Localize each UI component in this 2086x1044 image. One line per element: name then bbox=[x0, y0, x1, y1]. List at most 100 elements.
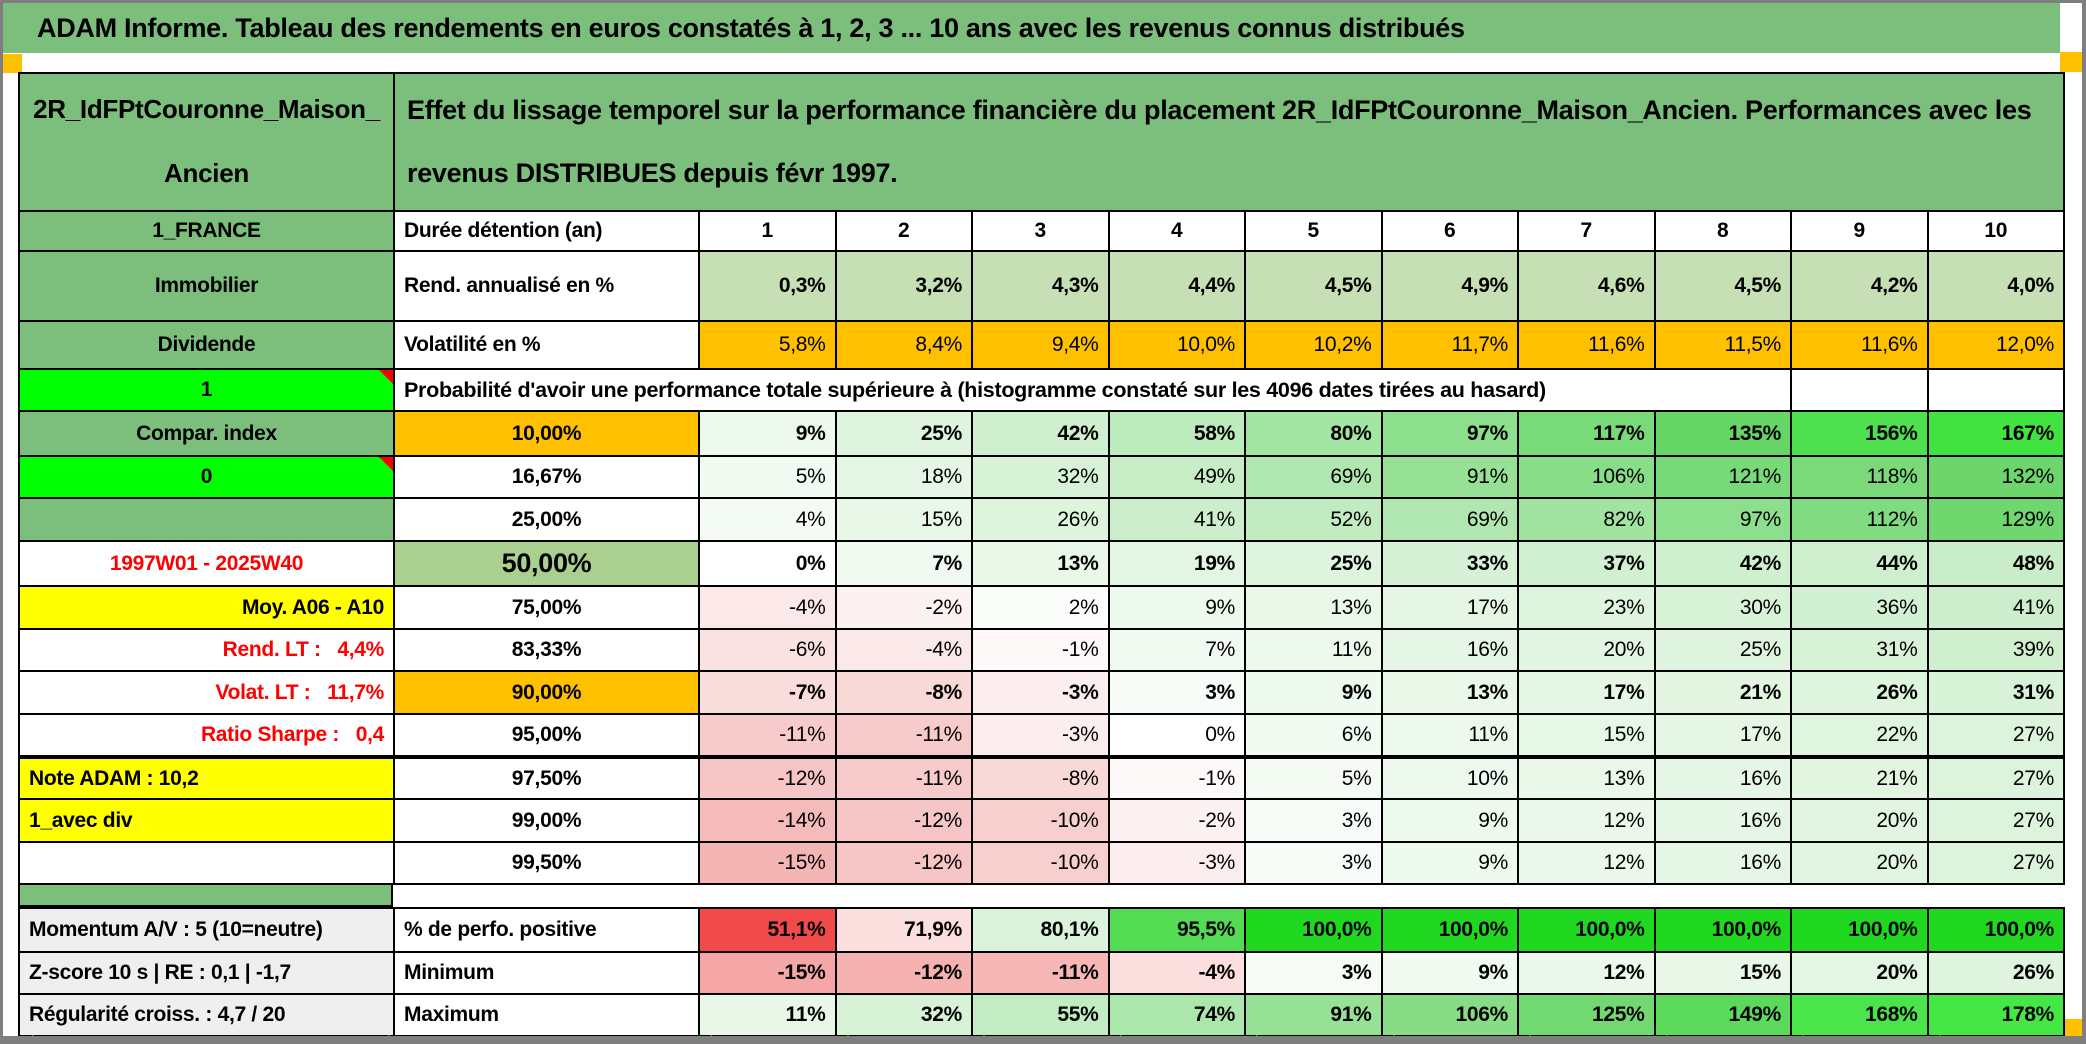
percentile-90-row-value[interactable]: 3% bbox=[1107, 670, 1246, 715]
percentile-75-row-value[interactable]: -2% bbox=[834, 585, 973, 630]
annualized-yield-row-value[interactable]: 4,6% bbox=[1517, 250, 1656, 322]
maximum-row-value[interactable]: 91% bbox=[1244, 993, 1383, 1037]
percentile-10-row-value[interactable]: 42% bbox=[971, 410, 1110, 457]
minimum-row-value[interactable]: 26% bbox=[1926, 951, 2065, 995]
annualized-yield-row-value[interactable]: 4,9% bbox=[1380, 250, 1519, 322]
percentile-95-row-value[interactable]: 27% bbox=[1926, 713, 2065, 759]
percentile-83-row-value[interactable]: 11% bbox=[1244, 628, 1383, 672]
percentile-90-row-value[interactable]: -3% bbox=[971, 670, 1110, 715]
percentile-75-row-header[interactable]: 75,00% bbox=[393, 585, 700, 630]
percentile-16-row-value[interactable]: 69% bbox=[1244, 455, 1383, 499]
percentile-50-row-value[interactable]: 42% bbox=[1653, 540, 1792, 587]
percentile-97-row-value[interactable]: -1% bbox=[1107, 756, 1246, 800]
percentile-16-row-value[interactable]: 49% bbox=[1107, 455, 1246, 499]
percentile-995-row-value[interactable]: 9% bbox=[1380, 841, 1519, 885]
percentile-90-row-value[interactable]: 17% bbox=[1517, 670, 1656, 715]
percentile-97-row-value[interactable]: 21% bbox=[1790, 756, 1929, 800]
minimum-row-header[interactable]: Minimum bbox=[393, 951, 700, 995]
percentile-995-row-value[interactable]: -15% bbox=[698, 841, 837, 885]
probability-title[interactable]: Probabilité d'avoir une performance tota… bbox=[393, 368, 1792, 412]
annualized-yield-row-value[interactable]: 4,2% bbox=[1790, 250, 1929, 322]
percentile-50-row-header[interactable]: 50,00% bbox=[393, 540, 700, 587]
percentile-75-row-value[interactable]: 41% bbox=[1926, 585, 2065, 630]
percentile-83-row-label[interactable]: Rend. LT : 4,4% bbox=[18, 628, 395, 672]
percentile-995-row-value[interactable]: 3% bbox=[1244, 841, 1383, 885]
percentile-75-row-value[interactable]: 17% bbox=[1380, 585, 1519, 630]
percentile-99-row-header[interactable]: 99,00% bbox=[393, 798, 700, 843]
percentile-99-row-value[interactable]: 16% bbox=[1653, 798, 1792, 843]
percentile-10-row-value[interactable]: 167% bbox=[1926, 410, 2065, 457]
percentile-90-row-label[interactable]: Volat. LT : 11,7% bbox=[18, 670, 395, 715]
asset-name[interactable]: 2R_IdFPtCouronne_Maison_Ancien bbox=[18, 72, 395, 212]
percentile-995-row-value[interactable]: -12% bbox=[834, 841, 973, 885]
percentile-95-row-header[interactable]: 95,00% bbox=[393, 713, 700, 759]
maximum-row-value[interactable]: 106% bbox=[1380, 993, 1519, 1037]
percentile-25-row-value[interactable]: 82% bbox=[1517, 497, 1656, 542]
volatility-row-value[interactable]: 10,2% bbox=[1244, 320, 1383, 370]
percentile-99-row-value[interactable]: 3% bbox=[1244, 798, 1383, 843]
percentile-99-row-value[interactable]: -10% bbox=[971, 798, 1110, 843]
maximum-row-value[interactable]: 74% bbox=[1107, 993, 1246, 1037]
minimum-row-value[interactable]: -12% bbox=[834, 951, 973, 995]
percentile-995-row-value[interactable]: -3% bbox=[1107, 841, 1246, 885]
volatility-row-value[interactable]: 9,4% bbox=[971, 320, 1110, 370]
annualized-yield-row-value[interactable]: 4,0% bbox=[1926, 250, 2065, 322]
percentile-16-row-value[interactable]: 5% bbox=[698, 455, 837, 499]
annualized-yield-row-value[interactable]: 0,3% bbox=[698, 250, 837, 322]
percentile-99-row-value[interactable]: -12% bbox=[834, 798, 973, 843]
percentile-83-row-value[interactable]: 16% bbox=[1380, 628, 1519, 672]
minimum-row-label[interactable]: Z-score 10 s | RE : 0,1 | -1,7 bbox=[18, 951, 395, 995]
volatility-row-value[interactable]: 12,0% bbox=[1926, 320, 2065, 370]
percentile-25-row-value[interactable]: 97% bbox=[1653, 497, 1792, 542]
percentile-75-row-value[interactable]: 9% bbox=[1107, 585, 1246, 630]
percentile-83-row-value[interactable]: 7% bbox=[1107, 628, 1246, 672]
duration-row-label[interactable]: 1_FRANCE bbox=[18, 210, 395, 252]
percentile-50-row-value[interactable]: 33% bbox=[1380, 540, 1519, 587]
volatility-row-header[interactable]: Volatilité en % bbox=[393, 320, 700, 370]
positive-perf-row-value[interactable]: 100,0% bbox=[1653, 907, 1792, 953]
percentile-95-row-value[interactable]: 22% bbox=[1790, 713, 1929, 759]
percentile-95-row-value[interactable]: 0% bbox=[1107, 713, 1246, 759]
percentile-16-row-header[interactable]: 16,67% bbox=[393, 455, 700, 499]
percentile-97-row-value[interactable]: 5% bbox=[1244, 756, 1383, 800]
table-description[interactable]: Effet du lissage temporel sur la perform… bbox=[393, 72, 2065, 212]
empty-cell[interactable] bbox=[1926, 368, 2065, 412]
percentile-50-row-value[interactable]: 13% bbox=[971, 540, 1110, 587]
percentile-90-row-value[interactable]: 9% bbox=[1244, 670, 1383, 715]
duration-row-value[interactable]: 2 bbox=[834, 210, 973, 252]
percentile-97-row-value[interactable]: 10% bbox=[1380, 756, 1519, 800]
percentile-995-row-value[interactable]: 20% bbox=[1790, 841, 1929, 885]
percentile-16-row-value[interactable]: 118% bbox=[1790, 455, 1929, 499]
percentile-95-row-value[interactable]: -3% bbox=[971, 713, 1110, 759]
percentile-83-row-value[interactable]: 31% bbox=[1790, 628, 1929, 672]
percentile-995-row-header[interactable]: 99,50% bbox=[393, 841, 700, 885]
percentile-995-row-value[interactable]: 27% bbox=[1926, 841, 2065, 885]
percentile-16-row-value[interactable]: 106% bbox=[1517, 455, 1656, 499]
percentile-83-row-value[interactable]: -4% bbox=[834, 628, 973, 672]
percentile-90-row-value[interactable]: 26% bbox=[1790, 670, 1929, 715]
percentile-10-row-value[interactable]: 117% bbox=[1517, 410, 1656, 457]
percentile-10-row-value[interactable]: 135% bbox=[1653, 410, 1792, 457]
maximum-row-value[interactable]: 32% bbox=[834, 993, 973, 1037]
annualized-yield-row-header[interactable]: Rend. annualisé en % bbox=[393, 250, 700, 322]
maximum-row-value[interactable]: 125% bbox=[1517, 993, 1656, 1037]
minimum-row-value[interactable]: 20% bbox=[1790, 951, 1929, 995]
duration-row-value[interactable]: 9 bbox=[1790, 210, 1929, 252]
percentile-83-row-value[interactable]: 39% bbox=[1926, 628, 2065, 672]
annualized-yield-row-label[interactable]: Immobilier bbox=[18, 250, 395, 322]
volatility-row-label[interactable]: Dividende bbox=[18, 320, 395, 370]
percentile-16-row-value[interactable]: 18% bbox=[834, 455, 973, 499]
percentile-50-row-value[interactable]: 0% bbox=[698, 540, 837, 587]
percentile-97-row-value[interactable]: -12% bbox=[698, 756, 837, 800]
percentile-95-row-value[interactable]: -11% bbox=[834, 713, 973, 759]
percentile-16-row-value[interactable]: 91% bbox=[1380, 455, 1519, 499]
positive-perf-row-value[interactable]: 100,0% bbox=[1790, 907, 1929, 953]
percentile-995-row-value[interactable]: -10% bbox=[971, 841, 1110, 885]
percentile-25-row-header[interactable]: 25,00% bbox=[393, 497, 700, 542]
duration-row-value[interactable]: 4 bbox=[1107, 210, 1246, 252]
percentile-90-row-value[interactable]: 31% bbox=[1926, 670, 2065, 715]
maximum-row-value[interactable]: 11% bbox=[698, 993, 837, 1037]
percentile-97-row-header[interactable]: 97,50% bbox=[393, 756, 700, 800]
percentile-95-row-value[interactable]: 11% bbox=[1380, 713, 1519, 759]
duration-row-value[interactable]: 5 bbox=[1244, 210, 1383, 252]
